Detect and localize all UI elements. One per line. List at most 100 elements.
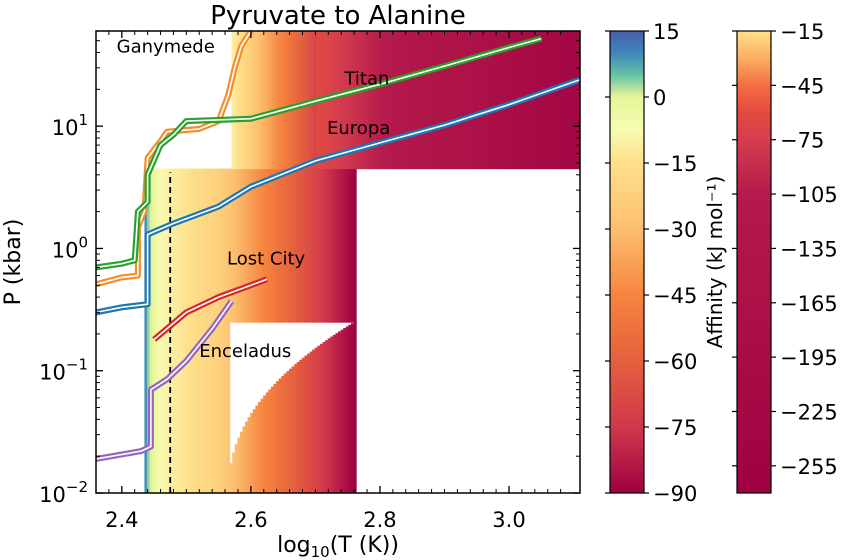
heatmap-cell bbox=[412, 31, 416, 170]
heatmap-cell bbox=[162, 322, 166, 493]
heatmap-cell bbox=[425, 31, 429, 170]
heatmap-cell bbox=[185, 168, 189, 323]
heatmap-cell bbox=[422, 31, 426, 170]
heatmap-cell bbox=[307, 353, 311, 493]
heatmap-cell bbox=[445, 31, 449, 170]
heatmap-cell bbox=[196, 322, 200, 493]
heatmap-cell bbox=[285, 31, 289, 170]
heatmap-cell bbox=[234, 168, 238, 323]
heatmap-cell bbox=[479, 31, 483, 170]
colorbar-tick-label: −30 bbox=[653, 218, 697, 242]
chart-title: Pyruvate to Alanine bbox=[210, 1, 466, 31]
heatmap-cell bbox=[232, 168, 236, 323]
heatmap-cell bbox=[301, 168, 306, 323]
heatmap-cell bbox=[492, 31, 496, 170]
heatmap-cell bbox=[286, 371, 290, 493]
heatmap-cell bbox=[348, 168, 352, 323]
heatmap-cell bbox=[247, 31, 251, 170]
series-enceladus bbox=[96, 299, 234, 462]
heatmap-cell bbox=[335, 333, 339, 493]
heatmap-cell bbox=[229, 168, 233, 323]
heatmap-cell bbox=[172, 168, 176, 323]
heatmap-cell bbox=[567, 31, 571, 170]
heatmap-cell bbox=[507, 31, 511, 170]
heatmap-cell bbox=[358, 31, 362, 170]
heatmap-cell bbox=[352, 31, 357, 170]
x-axis-ticks: 2.4 2.6 2.8 3.0 bbox=[105, 31, 562, 532]
heatmap-cell bbox=[556, 31, 560, 170]
heatmap-cell bbox=[159, 168, 164, 323]
colorbar-label: Affinity (kJ mol⁻¹) bbox=[703, 176, 727, 349]
heatmap-cell bbox=[245, 168, 249, 323]
x-tick-label: 3.0 bbox=[492, 508, 525, 532]
heatmap-cell bbox=[378, 31, 382, 170]
heatmap-cell bbox=[211, 168, 215, 323]
colorbar-tick-label: −75 bbox=[653, 416, 697, 440]
heatmap-cell bbox=[350, 31, 354, 170]
series-core-titan bbox=[96, 37, 542, 269]
series-core-enceladus bbox=[96, 300, 233, 460]
heatmap-cell bbox=[301, 31, 305, 170]
heatmap-cell bbox=[268, 168, 272, 323]
heatmap-cell bbox=[533, 31, 537, 170]
series-lost-city bbox=[152, 276, 269, 342]
heatmap-cell bbox=[165, 322, 169, 493]
heatmap-cell bbox=[227, 168, 231, 323]
colorbar-tick-label: −105 bbox=[780, 183, 838, 207]
heatmap-cell bbox=[283, 373, 287, 493]
colorbar-tick-label: −135 bbox=[780, 237, 838, 261]
heatmap-cell bbox=[234, 31, 238, 170]
series-core-europa bbox=[96, 78, 580, 314]
heatmap-cell bbox=[281, 168, 285, 323]
heatmap-cell bbox=[541, 31, 545, 170]
series-titan bbox=[96, 35, 543, 271]
heatmap-cell bbox=[288, 31, 292, 170]
heatmap-cell bbox=[175, 168, 179, 323]
heatmap-cell bbox=[288, 368, 293, 493]
heatmap-cell bbox=[474, 31, 478, 170]
heatmap-cell bbox=[325, 340, 329, 493]
heatmap-cell bbox=[227, 322, 231, 493]
heatmap-cell bbox=[381, 31, 385, 170]
heatmap-cell bbox=[273, 383, 277, 493]
heatmap-cell bbox=[278, 378, 282, 493]
heatmap-cell bbox=[461, 31, 465, 170]
heatmap-cell bbox=[267, 31, 271, 170]
heatmap-cell bbox=[247, 168, 251, 323]
heatmap-cell bbox=[466, 31, 470, 170]
heatmap-cell bbox=[216, 168, 220, 323]
heatmap-cell bbox=[569, 31, 573, 170]
heatmap-cell bbox=[180, 168, 184, 323]
heatmap-cell bbox=[183, 168, 187, 323]
heatmap-cell bbox=[484, 31, 488, 170]
colorbar-tick-label: −15 bbox=[780, 20, 824, 44]
heatmap-cell bbox=[293, 31, 297, 170]
heatmap-cell bbox=[249, 31, 253, 170]
heatmap-cell bbox=[296, 361, 300, 493]
heatmap-cell bbox=[254, 31, 258, 170]
plot-frame bbox=[95, 30, 581, 494]
colorbar-2-gradient bbox=[736, 30, 772, 494]
heatmap-cell bbox=[345, 31, 349, 170]
heatmap-cell bbox=[281, 375, 285, 493]
heatmap-cell bbox=[268, 389, 272, 493]
heatmap-cell bbox=[265, 168, 269, 323]
heatmap-cell bbox=[298, 31, 302, 170]
heatmap-cell bbox=[414, 31, 418, 170]
heatmap-cell bbox=[252, 31, 256, 170]
x-axis-label: log10(T (K)) bbox=[277, 533, 399, 560]
annotation-label: Titan bbox=[343, 68, 389, 89]
heatmap-cell bbox=[183, 322, 187, 493]
heatmap-cell bbox=[505, 31, 509, 170]
y-tick-label: 101 bbox=[52, 111, 88, 140]
heatmap-cell bbox=[559, 31, 563, 170]
heatmap-cell bbox=[237, 437, 241, 493]
heatmap-cell bbox=[239, 431, 244, 493]
heatmap-cell bbox=[219, 322, 223, 493]
heatmap-cell bbox=[469, 31, 473, 170]
heatmap-cell bbox=[303, 31, 307, 170]
heatmap-cell bbox=[270, 31, 274, 170]
heatmap-cell bbox=[157, 168, 161, 323]
heatmap-cell bbox=[206, 322, 210, 493]
heatmap-cell bbox=[334, 31, 338, 170]
